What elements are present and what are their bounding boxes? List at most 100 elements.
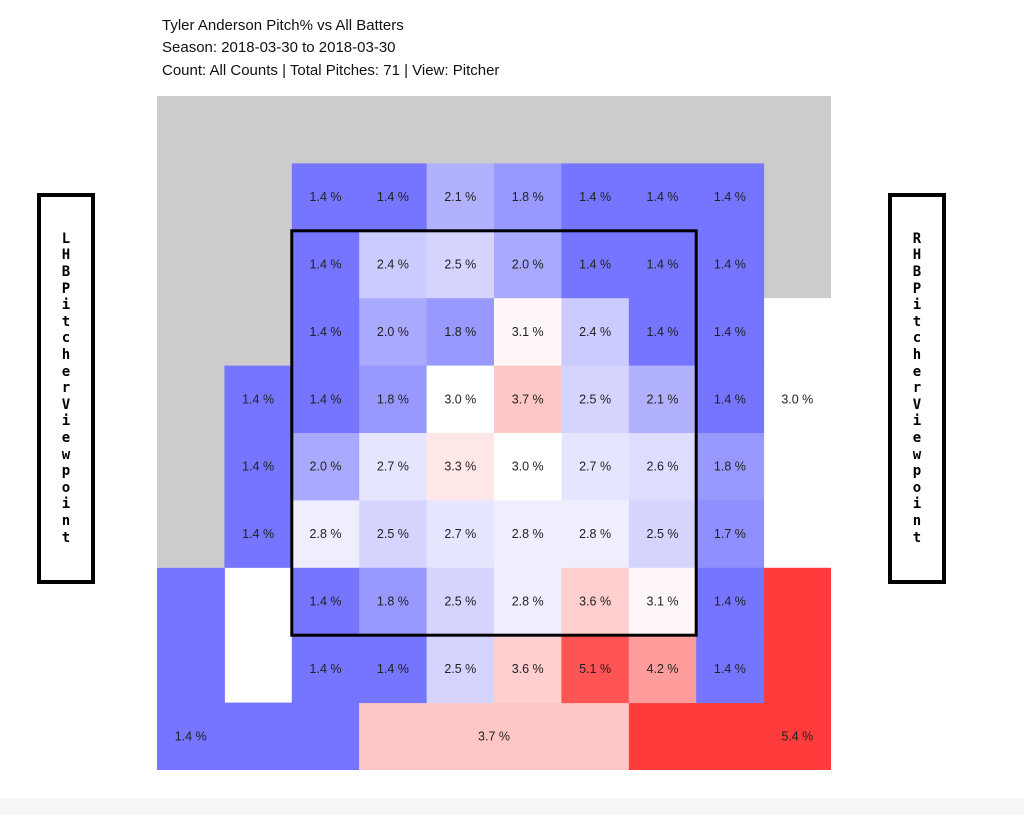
heatmap-cell-label: 5.1 % (579, 662, 611, 676)
heatmap-cell-label: 1.8 % (512, 190, 544, 204)
heatmap-cell (561, 635, 630, 704)
heatmap-cell-label: 1.4 % (647, 258, 679, 272)
heatmap-cell-label: 3.1 % (647, 595, 679, 609)
heatmap-cell-label: 2.5 % (579, 392, 611, 406)
heatmap-cell (494, 298, 562, 367)
heatmap-cell-label: 2.4 % (579, 325, 611, 339)
heatmap-cell (696, 298, 765, 367)
heatmap-cell (561, 500, 630, 569)
heatmap-cell (426, 567, 495, 636)
heatmap-cell-label: 1.8 % (377, 392, 409, 406)
heatmap-cell (291, 163, 360, 232)
heatmap-cell (494, 163, 562, 232)
outer-cell-label: 5.4 % (781, 729, 813, 743)
heatmap-cell-label: 1.4 % (377, 662, 409, 676)
heatmap-cell (426, 298, 495, 367)
heatmap-cell (359, 433, 428, 501)
heatmap-cell-label: 2.5 % (377, 527, 409, 541)
heatmap-cell-label: 2.5 % (444, 258, 476, 272)
footer-strip (0, 798, 1024, 815)
heatmap-cell (561, 163, 630, 232)
outer-cell-right-middle (763, 298, 831, 568)
heatmap-cell (696, 567, 765, 636)
outer-cell-left-upper (224, 365, 293, 568)
heatmap-cell-label: 2.1 % (444, 190, 476, 204)
heatmap-cell-label: 2.5 % (444, 595, 476, 609)
heatmap-cell (696, 433, 765, 501)
lhb-viewpoint-label: LHB Pitcher Viewpoint (61, 230, 71, 546)
heatmap-cell (561, 230, 630, 299)
heatmap-cell-label: 2.5 % (647, 527, 679, 541)
heatmap-cell-label: 3.1 % (512, 325, 544, 339)
heatmap-cell-label: 2.8 % (512, 527, 544, 541)
heatmap-cell (628, 500, 697, 569)
rhb-viewpoint-box: RHB Pitcher Viewpoint (888, 193, 946, 584)
heatmap-cell (696, 163, 765, 232)
heatmap-cell-label: 1.4 % (377, 190, 409, 204)
heatmap-cell-label: 1.4 % (714, 325, 746, 339)
heatmap-cell-label: 1.4 % (714, 662, 746, 676)
heatmap-cell-label: 3.6 % (579, 595, 611, 609)
heatmap-cell-label: 2.1 % (647, 392, 679, 406)
heatmap-cell-label: 3.0 % (512, 460, 544, 474)
heatmap-cell (291, 298, 360, 367)
heatmap-cell (494, 365, 562, 434)
heatmap-cell-label: 1.4 % (310, 662, 342, 676)
heatmap-cell (561, 365, 630, 434)
heatmap-cell-label: 2.8 % (579, 527, 611, 541)
heatmap-cell-label: 2.0 % (512, 258, 544, 272)
heatmap-cell (359, 635, 428, 704)
heatmap-cell (561, 433, 630, 501)
lhb-viewpoint-box: LHB Pitcher Viewpoint (37, 193, 95, 584)
heatmap-cell (628, 298, 697, 367)
outer-cell-label: 3.7 % (478, 729, 510, 743)
heatmap-cell-label: 1.4 % (579, 190, 611, 204)
strike-zone-border (290, 229, 698, 637)
heatmap-cell-label: 3.6 % (512, 662, 544, 676)
heatmap-cell (628, 635, 697, 704)
heatmap-cell-label: 1.4 % (310, 258, 342, 272)
heatmap-cell (628, 365, 697, 434)
heatmap-cell (628, 163, 697, 232)
heatmap-cell (696, 230, 765, 299)
rhb-viewpoint-label: RHB Pitcher Viewpoint (912, 230, 922, 546)
heatmap-cell-label: 2.7 % (579, 460, 611, 474)
heatmap-cell (561, 298, 630, 367)
heatmap-cell-label: 2.6 % (647, 460, 679, 474)
heatmap-cell (628, 433, 697, 501)
heatmap-cell (426, 365, 495, 434)
heatmap-cell-label: 3.3 % (444, 460, 476, 474)
heatmap-cell (628, 230, 697, 299)
heatmap-cell (696, 635, 765, 704)
heatmap-cell (291, 500, 360, 569)
heatmap-cell-label: 2.8 % (512, 595, 544, 609)
heatmap-cell (291, 365, 360, 434)
heatmap-cell-label: 1.4 % (310, 595, 342, 609)
chart-title: Tyler Anderson Pitch% vs All Batters (162, 17, 404, 34)
heatmap-cell-label: 3.7 % (512, 392, 544, 406)
heatmap-cell-label: 1.4 % (647, 190, 679, 204)
heatmap-cell-label: 2.7 % (444, 527, 476, 541)
heatmap-cell (359, 298, 428, 367)
heatmap-cell-label: 1.4 % (714, 190, 746, 204)
heatmap-cell (426, 433, 495, 501)
outer-cell-label: 3.0 % (781, 392, 813, 406)
outer-cell-label: 1.4 % (242, 527, 274, 541)
heatmap-cell-label: 1.4 % (310, 392, 342, 406)
heatmap-cell (696, 500, 765, 569)
heatmap-cell-label: 4.2 % (647, 662, 679, 676)
heatmap-cell-label: 1.4 % (647, 325, 679, 339)
outer-cell-label: 1.4 % (175, 729, 207, 743)
heatmap-cell-label: 2.0 % (377, 325, 409, 339)
heatmap-cell (359, 230, 428, 299)
heatmap-cell (494, 433, 562, 501)
heatmap-cell (426, 230, 495, 299)
heatmap-cell-label: 1.4 % (714, 258, 746, 272)
heatmap-cell (426, 500, 495, 569)
heatmap-cell-label: 1.7 % (714, 527, 746, 541)
heatmap-cell (291, 230, 360, 299)
heatmap-cell-label: 2.0 % (310, 460, 342, 474)
count-summary: Count: All Counts | Total Pitches: 71 | … (162, 62, 500, 79)
